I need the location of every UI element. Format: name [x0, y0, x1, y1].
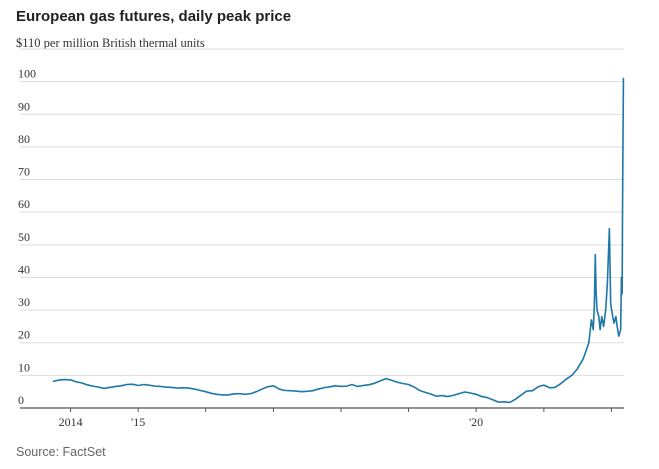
grid-layer [20, 48, 624, 376]
y-tick-70: 70 [18, 165, 30, 179]
x-axis: 2014 '15 '20 [20, 407, 624, 429]
x-tick-2014: 2014 [59, 408, 83, 429]
y-tick-label: 20 [18, 328, 30, 342]
y-tick-50: 50 [18, 230, 30, 244]
y-tick-label: 100 [18, 67, 36, 81]
y-tick-100: 100 [18, 67, 36, 81]
y-tick-label: 40 [18, 262, 30, 276]
series-line-0 [52, 77, 625, 404]
y-tick-label: 10 [18, 360, 30, 374]
y-tick-90: 90 [18, 99, 30, 113]
y-tick-0: 0 [18, 393, 24, 407]
chart-title: European gas futures, daily peak price [16, 8, 292, 25]
y-tick-label: 50 [18, 230, 30, 244]
y-tick-80: 80 [18, 132, 30, 146]
x-tick-label: 2014 [59, 415, 83, 429]
series-layer [52, 77, 625, 404]
y-tick-label: 30 [18, 295, 30, 309]
y-axis: 0 10 20 30 40 50 60 70 80 90 100 [18, 67, 36, 407]
x-tick-label: '20 [469, 415, 483, 429]
y-tick-label: 80 [18, 132, 30, 146]
y-tick-40: 40 [18, 262, 30, 276]
source-note: Source: FactSet [16, 445, 106, 459]
x-tick-label: '15 [131, 415, 145, 429]
y-tick-label: 0 [18, 393, 24, 407]
chart-subtitle: $110 per million British thermal units [16, 36, 205, 50]
y-tick-10: 10 [18, 360, 30, 374]
x-tick-2020: '20 [469, 408, 483, 429]
y-tick-60: 60 [18, 197, 30, 211]
y-tick-20: 20 [18, 328, 30, 342]
y-tick-label: 90 [18, 99, 30, 113]
y-tick-30: 30 [18, 295, 30, 309]
y-tick-label: 60 [18, 197, 30, 211]
y-tick-label: 70 [18, 165, 30, 179]
x-tick-2015: '15 [131, 408, 145, 429]
